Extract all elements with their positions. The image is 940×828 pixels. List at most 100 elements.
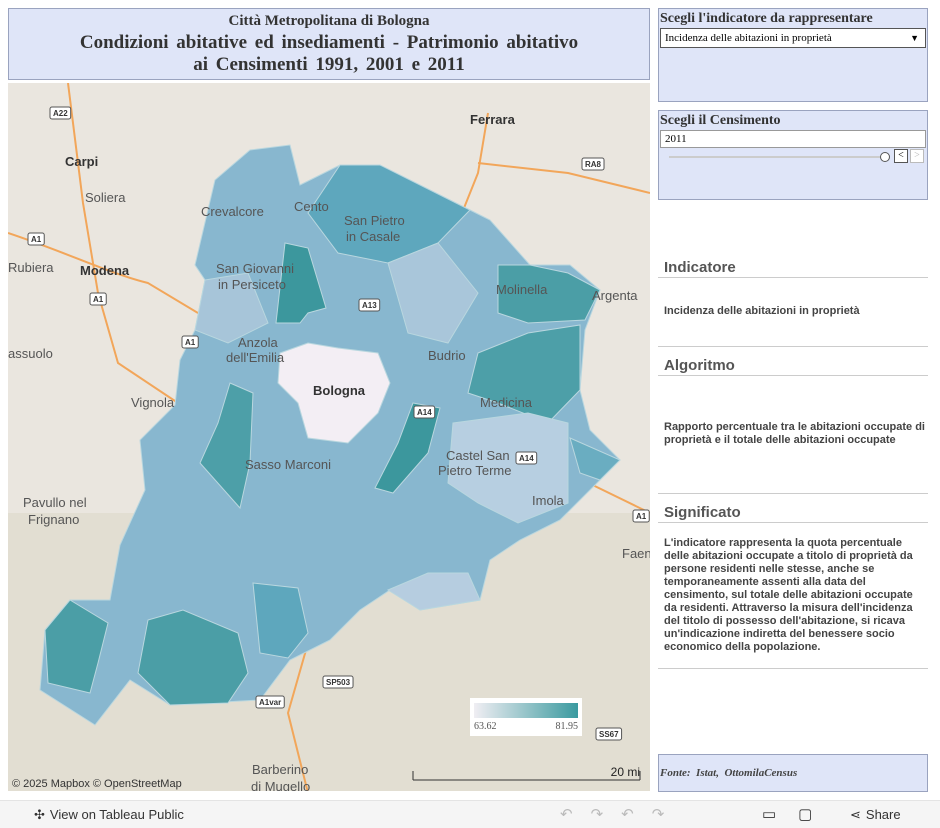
section-text: Rapporto percentuale tra le abitazioni o… bbox=[664, 421, 925, 446]
place-label: Cento bbox=[294, 199, 329, 214]
place-label: Molinella bbox=[496, 282, 548, 297]
slider: < > bbox=[659, 149, 927, 165]
history-buttons: ↶↷↶↷ bbox=[560, 806, 683, 823]
dropdown-arrow: ▼ bbox=[910, 33, 919, 43]
place-label: Barberino bbox=[252, 762, 308, 777]
place-label: Ferrara bbox=[470, 112, 516, 127]
place-label: Argenta bbox=[592, 288, 638, 303]
view-label: View on Tableau Public bbox=[49, 807, 184, 822]
section-heading: Indicatore bbox=[664, 259, 736, 276]
place-label: San Pietro bbox=[344, 213, 405, 228]
icon: ✣ bbox=[34, 807, 45, 822]
dropdown-value: Incidenza delle abitazioni in proprietà bbox=[665, 32, 832, 44]
place-label: Castel San bbox=[446, 448, 510, 463]
place-label: Anzola bbox=[238, 335, 279, 350]
place-label: dell'Emilia bbox=[226, 350, 285, 365]
section-text: L'indicatore rappresenta la quota percen… bbox=[664, 537, 913, 653]
shield-label: A1var bbox=[259, 698, 281, 707]
shield-box bbox=[358, 298, 381, 312]
icon: ⋖ bbox=[850, 807, 861, 822]
attribution: © 2025 Mapbox © OpenStreetMap bbox=[12, 778, 182, 790]
shield-label: A1 bbox=[185, 338, 196, 347]
place-label: Carpi bbox=[65, 154, 98, 169]
place-label: Faen bbox=[622, 546, 650, 561]
place-label: Bologna bbox=[313, 383, 366, 398]
shield-label: A14 bbox=[417, 408, 432, 417]
place-label: assuolo bbox=[8, 346, 53, 361]
place-label: Frignano bbox=[28, 512, 79, 527]
road-shield: A13 bbox=[358, 298, 381, 312]
place-label: Crevalcore bbox=[201, 204, 264, 219]
title: ai Censimenti 1991, 2001 e 2011 bbox=[193, 54, 465, 75]
shield-label: SP503 bbox=[326, 678, 351, 687]
municipalities bbox=[39, 144, 621, 726]
view-on-tableau[interactable]: ✣ View on Tableau Public bbox=[34, 807, 184, 823]
section-heading: Algoritmo bbox=[664, 357, 735, 374]
place-label: Sasso Marconi bbox=[245, 457, 331, 472]
prev-button[interactable]: < bbox=[894, 149, 908, 163]
road-shield: SP503 bbox=[322, 675, 354, 689]
filter-label: Scegli l'indicatore da rappresentare bbox=[660, 11, 873, 26]
shield-label: SS67 bbox=[599, 730, 619, 739]
shield-box bbox=[632, 509, 650, 523]
road-shield: A1 bbox=[632, 509, 650, 523]
shield-label: A1 bbox=[93, 295, 104, 304]
year-input[interactable]: 2011 bbox=[660, 130, 926, 148]
source: Fonte: Istat, OttomilaCensus bbox=[658, 754, 928, 792]
shield-box bbox=[27, 232, 45, 246]
road-shield: A14 bbox=[413, 405, 436, 419]
divider bbox=[658, 668, 928, 669]
share-label: Share bbox=[865, 807, 901, 822]
road-shield: A1 bbox=[89, 292, 107, 306]
shield-label: A14 bbox=[519, 454, 534, 463]
shield-label: RA8 bbox=[585, 160, 602, 169]
place-label: Pavullo nel bbox=[23, 495, 87, 510]
road-shield: SS67 bbox=[595, 727, 623, 741]
shield-label: A22 bbox=[53, 109, 68, 118]
place-label: di Mugello bbox=[251, 779, 310, 791]
legend-min: 63.62 bbox=[474, 721, 497, 732]
shield-box bbox=[89, 292, 107, 306]
shield-box bbox=[515, 451, 538, 465]
place-label: Budrio bbox=[428, 348, 466, 363]
subtitle: Città Metropolitana di Bologna bbox=[228, 13, 430, 29]
filter-label: Scegli il Censimento bbox=[660, 113, 781, 128]
shield-box bbox=[595, 727, 623, 741]
place-label: Soliera bbox=[85, 190, 126, 205]
dropdown[interactable]: Incidenza delle abitazioni in proprietà ▼ bbox=[660, 28, 926, 48]
place-label: in Casale bbox=[346, 229, 400, 244]
slider-thumb[interactable] bbox=[880, 152, 890, 162]
divider bbox=[658, 522, 928, 523]
road-shield: RA8 bbox=[581, 157, 605, 171]
place-label: Modena bbox=[80, 263, 130, 278]
shield-label: A13 bbox=[362, 301, 377, 310]
place-label: Vignola bbox=[131, 395, 175, 410]
filter-panel: Scegli il Censimento 2011 < > bbox=[658, 110, 928, 200]
place-label: in Persiceto bbox=[218, 277, 286, 292]
next-button[interactable]: > bbox=[910, 149, 924, 163]
divider bbox=[658, 375, 928, 376]
share-button[interactable]: ⋖ Share bbox=[850, 807, 901, 823]
place-label: Medicina bbox=[480, 395, 533, 410]
place-label: San Giovanni bbox=[216, 261, 294, 276]
legend-max: 81.95 bbox=[556, 721, 579, 732]
shield-box bbox=[413, 405, 436, 419]
road-shield: A14 bbox=[515, 451, 538, 465]
section-text: Incidenza delle abitazioni in proprietà bbox=[664, 305, 860, 317]
filter-panel: Scegli l'indicatore da rappresentare Inc… bbox=[658, 8, 928, 102]
place-label: Imola bbox=[532, 493, 565, 508]
shield-label: A1 bbox=[636, 512, 647, 521]
slider-track bbox=[669, 156, 883, 158]
road-shield: A1 bbox=[181, 335, 199, 349]
place-label: Pietro Terme bbox=[438, 463, 511, 478]
title-box: Città Metropolitana di Bologna Condizion… bbox=[8, 8, 650, 80]
title: Condizioni abitative ed insediamenti - P… bbox=[79, 32, 579, 53]
divider bbox=[658, 346, 928, 347]
place-label: Rubiera bbox=[8, 260, 54, 275]
road-shield: A22 bbox=[49, 106, 72, 120]
device-buttons[interactable]: ▭▢ bbox=[762, 806, 835, 823]
section-heading: Significato bbox=[664, 504, 741, 521]
divider bbox=[658, 277, 928, 278]
toolbar: ✣ View on Tableau Public ↶↷↶↷ ▭▢ ⋖ Share bbox=[0, 800, 940, 828]
